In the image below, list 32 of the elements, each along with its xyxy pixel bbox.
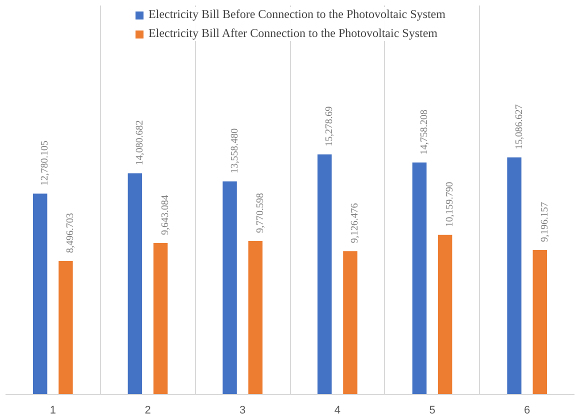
x-tick-label: 6 xyxy=(524,404,530,416)
data-label: 14,758.208 xyxy=(418,110,430,155)
data-label: 15,086.627 xyxy=(514,104,525,150)
bar xyxy=(222,181,237,394)
legend-label: Electricity Bill Before Connection to the Photovoltaic System xyxy=(148,7,446,22)
bar xyxy=(438,234,452,394)
x-tick-label: 2 xyxy=(144,404,151,416)
bar xyxy=(507,157,522,394)
bar xyxy=(153,242,168,394)
bar xyxy=(532,250,547,394)
data-label: 15,278.69 xyxy=(324,106,336,146)
bar xyxy=(318,154,332,394)
x-tick-label: 3 xyxy=(240,404,246,416)
bar xyxy=(343,251,358,394)
data-label: 10,159.790 xyxy=(444,182,456,227)
data-label: 14,080.682 xyxy=(134,120,146,166)
bar xyxy=(33,194,48,394)
data-label: 12,780.105 xyxy=(40,140,51,186)
data-label: 9,126.476 xyxy=(350,203,361,244)
bar xyxy=(58,260,73,394)
x-tick-label: 5 xyxy=(429,404,436,416)
bar xyxy=(128,173,142,394)
data-label: 9,196.157 xyxy=(539,202,550,242)
bar xyxy=(412,162,427,394)
data-label: 9,770.598 xyxy=(254,192,266,233)
data-label: 8,496.703 xyxy=(65,212,76,253)
x-tick-label: 1 xyxy=(50,404,56,416)
legend-label: Electricity Bill After Connection to the Photovoltaic System xyxy=(148,26,438,41)
bar xyxy=(248,240,262,394)
data-label: 9,643.084 xyxy=(160,194,172,235)
x-tick-label: 4 xyxy=(334,404,340,416)
data-label: 13,558.480 xyxy=(229,128,240,174)
